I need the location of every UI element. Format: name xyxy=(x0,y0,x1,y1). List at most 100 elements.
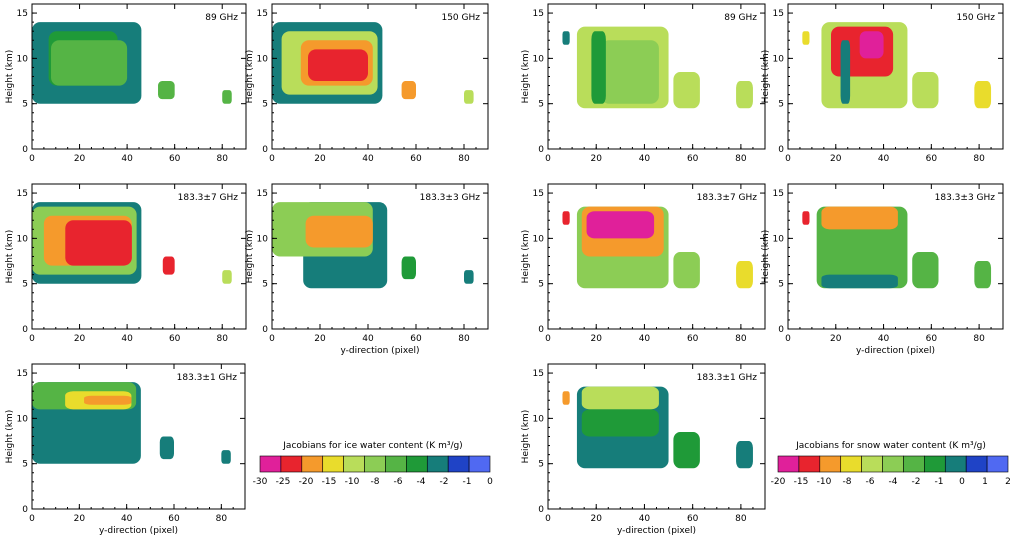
y-tick-label: 10 xyxy=(17,54,29,64)
x-tick-label: 0 xyxy=(545,154,551,164)
x-tick-label: 20 xyxy=(590,154,602,164)
colorbar-tick-label: 0 xyxy=(959,477,965,487)
y-axis-label: Height (km) xyxy=(521,50,531,104)
colorbar-swatch xyxy=(798,455,821,473)
panel-2: 0 20 40 60 80 0 5 10 15 Height (km) 150 GHz xyxy=(245,3,489,164)
x-tick-label: 40 xyxy=(121,154,133,164)
y-tick-label: 5 xyxy=(22,100,28,110)
colorbar-title: Jacobians for snow water content (K m³/g… xyxy=(795,441,986,451)
x-tick-label: 60 xyxy=(169,334,181,344)
frequency-label: 89 GHz xyxy=(205,13,238,23)
y-tick-label: 15 xyxy=(533,369,544,379)
contour-fill-group xyxy=(562,26,753,109)
y-tick-label: 0 xyxy=(22,325,28,335)
x-tick-label: 60 xyxy=(687,334,699,344)
x-tick-label: 0 xyxy=(545,514,551,524)
contour-region xyxy=(802,211,810,225)
contour-region xyxy=(562,391,570,405)
x-axis-label: y-direction (pixel) xyxy=(99,526,178,536)
x-tick-label: 80 xyxy=(216,154,228,164)
y-tick-label: 0 xyxy=(22,505,28,515)
y-tick-label: 10 xyxy=(533,54,545,64)
colorbar-swatch xyxy=(861,455,883,473)
x-tick-label: 0 xyxy=(785,334,791,344)
y-tick-label: 15 xyxy=(533,9,544,19)
x-tick-label: 80 xyxy=(973,154,985,164)
contour-region xyxy=(736,81,753,109)
y-axis-label: Height (km) xyxy=(761,230,771,284)
frequency-label: 183.3±1 GHz xyxy=(697,373,758,383)
y-tick-label: 10 xyxy=(257,234,269,244)
contour-region xyxy=(464,90,474,104)
contour-region xyxy=(51,40,128,86)
frequency-label: 150 GHz xyxy=(441,13,480,23)
y-tick-label: 10 xyxy=(533,234,545,244)
y-tick-label: 5 xyxy=(538,460,544,470)
x-tick-label: 0 xyxy=(29,514,35,524)
y-axis-label: Height (km) xyxy=(5,50,15,104)
x-tick-label: 60 xyxy=(168,514,180,524)
contour-region xyxy=(673,431,700,469)
y-tick-label: 15 xyxy=(773,9,784,19)
panel-1: 0 20 40 60 80 0 5 10 15 Height (km) 89 GHz xyxy=(5,3,247,164)
contour-region xyxy=(562,31,570,45)
frequency-label: 150 GHz xyxy=(956,13,995,23)
colorbar-ice: Jacobians for ice water content (K m³/g)… xyxy=(253,441,493,487)
y-axis-label: Height (km) xyxy=(245,230,255,284)
x-tick-label: 80 xyxy=(735,514,747,524)
colorbar-swatch xyxy=(903,455,925,473)
contour-region xyxy=(736,441,753,469)
colorbar-tick-label: -15 xyxy=(794,477,809,487)
contour-region xyxy=(308,49,368,82)
x-tick-label: 80 xyxy=(735,154,747,164)
y-axis-label: Height (km) xyxy=(5,410,15,464)
contour-region xyxy=(673,71,700,109)
contour-region xyxy=(912,71,939,109)
colorbar-tick-label: -6 xyxy=(866,477,875,487)
y-tick-label: 10 xyxy=(17,234,29,244)
contour-region xyxy=(401,81,416,100)
x-tick-label: 80 xyxy=(458,334,470,344)
x-tick-label: 80 xyxy=(458,154,470,164)
colorbar-swatch xyxy=(924,455,946,473)
y-tick-label: 0 xyxy=(538,505,544,515)
x-tick-label: 80 xyxy=(735,334,747,344)
colorbar-swatch xyxy=(447,455,470,473)
y-tick-label: 5 xyxy=(778,100,784,110)
y-tick-label: 0 xyxy=(778,145,784,155)
y-tick-label: 0 xyxy=(538,325,544,335)
panel-6: 0 20 40 60 80 0 5 10 15 Height (km) y-direction (p… xyxy=(245,183,489,356)
x-tick-label: 20 xyxy=(314,154,326,164)
y-tick-label: 5 xyxy=(538,100,544,110)
colorbar-tick-label: -30 xyxy=(253,477,268,487)
y-axis-label: Height (km) xyxy=(761,50,771,104)
x-tick-label: 40 xyxy=(121,334,133,344)
y-axis-label: Height (km) xyxy=(245,50,255,104)
contour-region xyxy=(802,31,810,45)
contour-fill-group xyxy=(562,206,753,289)
y-tick-label: 15 xyxy=(533,189,544,199)
frequency-label: 183.3±3 GHz xyxy=(420,193,481,203)
y-tick-label: 5 xyxy=(778,280,784,290)
y-tick-label: 10 xyxy=(257,54,269,64)
x-tick-label: 40 xyxy=(362,334,374,344)
x-tick-label: 60 xyxy=(410,334,422,344)
contour-region xyxy=(305,215,373,248)
contour-region xyxy=(84,395,132,405)
colorbar-swatch xyxy=(468,455,491,473)
y-tick-label: 10 xyxy=(773,54,785,64)
contour-fill-group xyxy=(802,206,992,289)
y-tick-label: 5 xyxy=(262,100,268,110)
contour-region xyxy=(581,409,659,437)
contour-fill-group xyxy=(272,202,474,289)
contour-region xyxy=(601,40,659,104)
colorbar-tick-label: -1 xyxy=(935,477,944,487)
x-tick-label: 0 xyxy=(269,334,275,344)
x-tick-label: 20 xyxy=(590,514,602,524)
y-tick-label: 15 xyxy=(773,189,784,199)
x-tick-label: 80 xyxy=(216,514,228,524)
colorbar-tick-label: 1 xyxy=(982,477,988,487)
x-tick-label: 80 xyxy=(973,334,985,344)
colorbar-swatch xyxy=(882,455,904,473)
y-tick-label: 5 xyxy=(262,280,268,290)
